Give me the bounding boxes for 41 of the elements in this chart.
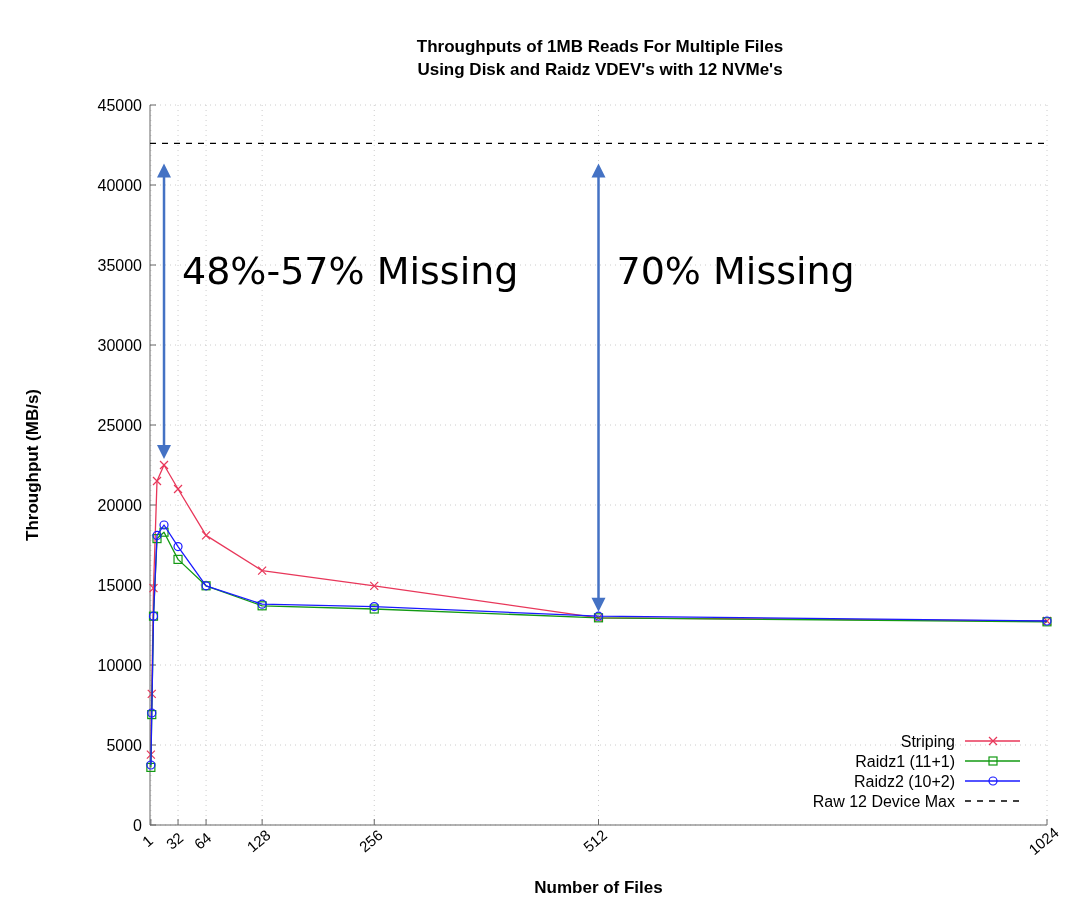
y-tick-label: 40000	[97, 176, 143, 194]
y-tick-label: 45000	[97, 96, 143, 114]
legend-label: Raidz2 (10+2)	[854, 772, 955, 790]
point	[159, 460, 169, 470]
point	[152, 534, 162, 544]
chart-subtitle: Using Disk and Raidz VDEV's with 12 NVMe's	[417, 60, 783, 79]
x-axis-title: Number of Files	[534, 878, 663, 897]
y-tick-label: 20000	[97, 496, 143, 514]
y-tick-label: 15000	[97, 576, 143, 594]
y-tick-label: 30000	[97, 336, 143, 354]
annotation: 48%-57% Missing	[182, 248, 519, 293]
chart-title: Throughputs of 1MB Reads For Multiple Files	[416, 37, 784, 56]
point	[369, 581, 379, 591]
legend-label: Raw 12 Device Max	[812, 792, 955, 810]
point	[152, 476, 162, 486]
point	[147, 689, 157, 699]
x-tick-label: 256	[355, 826, 386, 856]
point	[173, 554, 183, 564]
y-tick-label: 25000	[97, 416, 143, 434]
point	[173, 484, 183, 494]
point	[173, 542, 183, 552]
point	[257, 566, 267, 576]
x-tick-label: 1	[138, 831, 156, 850]
legend-label: Striping	[900, 732, 955, 750]
x-tick-label: 512	[579, 826, 611, 856]
x-tick-label: 128	[243, 826, 274, 856]
y-tick-label: 0	[133, 816, 143, 834]
point	[152, 530, 162, 540]
point	[159, 527, 169, 537]
point	[148, 583, 159, 593]
point	[159, 520, 169, 530]
y-tick-label: 35000	[97, 256, 143, 274]
annotation: 70% Missing	[616, 248, 855, 293]
y-tick-label: 5000	[106, 736, 143, 754]
y-axis-title: Throughput (MB/s)	[23, 388, 42, 542]
x-tick-label: 32	[162, 828, 187, 853]
x-tick-label: 64	[190, 828, 215, 853]
point	[201, 530, 211, 540]
point	[146, 750, 156, 760]
legend-label: Raidz1 (11+1)	[855, 752, 955, 770]
y-tick-label: 10000	[97, 656, 143, 674]
